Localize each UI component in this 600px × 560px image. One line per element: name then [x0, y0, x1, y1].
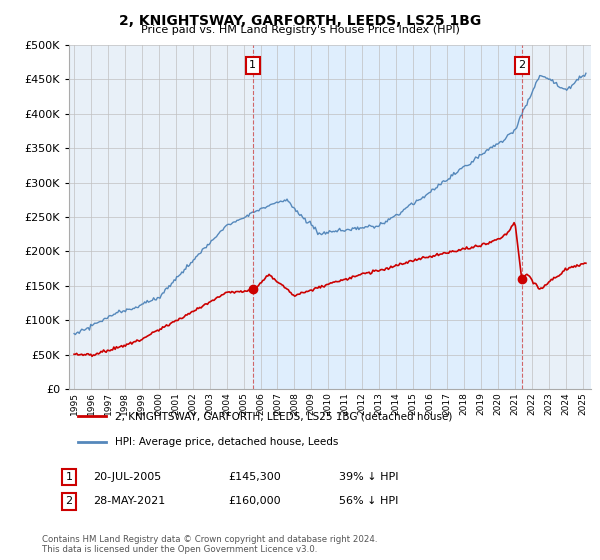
- Bar: [253, 45, 521, 389]
- Text: HPI: Average price, detached house, Leeds: HPI: Average price, detached house, Leed…: [115, 436, 338, 446]
- Text: 2: 2: [65, 496, 73, 506]
- Text: 2: 2: [518, 60, 525, 71]
- Text: 39% ↓ HPI: 39% ↓ HPI: [339, 472, 398, 482]
- Text: 1: 1: [249, 60, 256, 71]
- Text: 20-JUL-2005: 20-JUL-2005: [93, 472, 161, 482]
- Text: Price paid vs. HM Land Registry's House Price Index (HPI): Price paid vs. HM Land Registry's House …: [140, 25, 460, 35]
- Text: £160,000: £160,000: [228, 496, 281, 506]
- Text: £145,300: £145,300: [228, 472, 281, 482]
- Text: 28-MAY-2021: 28-MAY-2021: [93, 496, 165, 506]
- Text: 1: 1: [65, 472, 73, 482]
- Text: 2, KNIGHTSWAY, GARFORTH, LEEDS, LS25 1BG (detached house): 2, KNIGHTSWAY, GARFORTH, LEEDS, LS25 1BG…: [115, 412, 452, 422]
- Text: 2, KNIGHTSWAY, GARFORTH, LEEDS, LS25 1BG: 2, KNIGHTSWAY, GARFORTH, LEEDS, LS25 1BG: [119, 14, 481, 28]
- Text: 56% ↓ HPI: 56% ↓ HPI: [339, 496, 398, 506]
- Text: Contains HM Land Registry data © Crown copyright and database right 2024.
This d: Contains HM Land Registry data © Crown c…: [42, 535, 377, 554]
